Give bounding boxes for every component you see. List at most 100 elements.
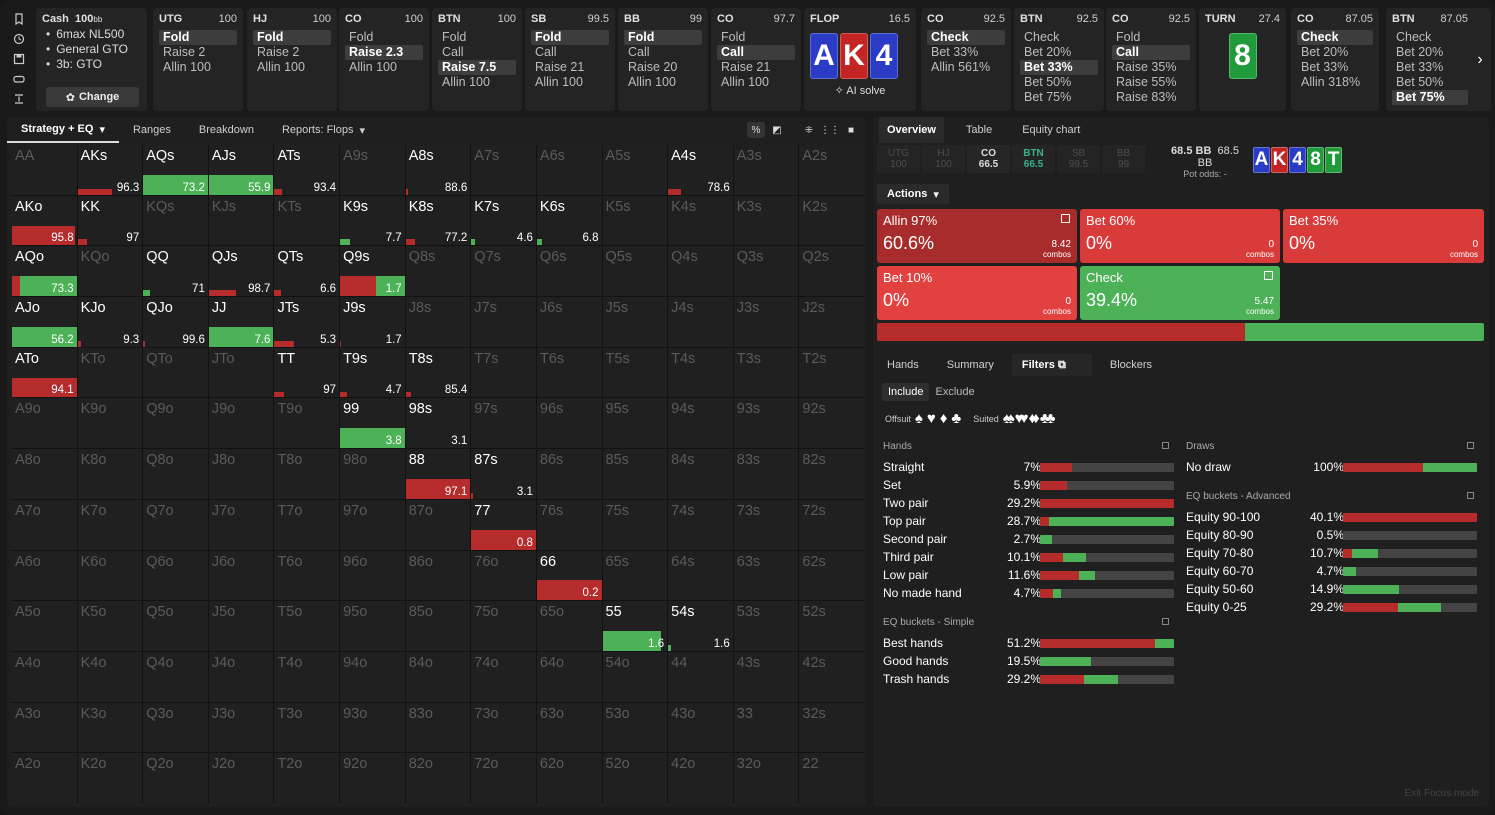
action-option[interactable]: Bet 75% [1392,90,1468,105]
hand-cell[interactable]: T6o [274,550,340,601]
hand-cell[interactable]: 3.8 99 [340,398,405,449]
actions-dropdown[interactable]: Actions ▾ [877,184,949,204]
hand-cell[interactable]: J6s [536,297,602,347]
history-icon[interactable] [12,32,26,46]
action-option[interactable]: Fold [442,30,467,44]
filter-row[interactable]: Equity 50-60 14.9% [1186,580,1477,598]
hand-cell[interactable]: A5o [12,601,77,651]
hand-cell[interactable]: 97.1 88 [405,449,471,499]
action-option[interactable]: Raise 2 [163,45,206,59]
hand-cell[interactable]: 72s [799,499,864,550]
tab-filters[interactable]: Filters ⧉ [1011,354,1092,376]
tab-strategy-eq[interactable]: Strategy + EQ ▾ [7,117,119,143]
hand-cell[interactable]: 6.8 K6s [536,195,602,246]
hand-cell[interactable]: 52o [602,753,668,803]
hand-cell[interactable]: 97s [471,398,536,449]
expand-icon[interactable] [1264,271,1273,280]
hand-cell[interactable]: K5o [77,601,143,651]
tab-blockers[interactable]: Blockers [1109,359,1153,371]
hand-cell[interactable]: J7s [471,297,536,347]
hand-cell[interactable]: AA [12,145,77,195]
hand-cell[interactable]: Q4s [668,246,733,297]
hand-cell[interactable]: A9o [12,398,77,449]
hand-cell[interactable]: Q6s [536,246,602,297]
action-history-card[interactable]: CO 97.7 Fold Call Raise 21 Allin 100 [711,8,801,111]
hand-cell[interactable]: T4s [668,347,733,398]
hand-cell[interactable]: K6o [77,550,143,601]
hand-cell[interactable]: T3o [274,702,340,753]
filter-row[interactable]: Set 5.9% [883,476,1174,494]
club-icon[interactable]: ♣ [951,410,962,427]
collapse-icon[interactable] [1467,442,1474,449]
hand-cell[interactable]: 76o [471,550,536,601]
hand-cell[interactable]: 94.1 ATo [12,347,77,398]
hand-cell[interactable]: 85.4 T8s [405,347,471,398]
tab-summary[interactable]: Summary [946,359,994,371]
hand-cell[interactable]: Q2s [799,246,864,297]
hand-cell[interactable]: 86o [405,550,471,601]
filter-row[interactable]: Equity 80-90 0.5% [1186,526,1477,544]
action-history-card[interactable]: CO 100 Fold Raise 2.3 Allin 100 [339,8,429,111]
hand-cell[interactable]: Q7o [143,499,208,550]
action-history-card[interactable]: BTN 100 Fold Call Raise 7.5 Allin 100 [432,8,522,111]
hand-cell[interactable]: 0.2 66 [536,550,602,601]
hand-cell[interactable]: T7s [471,347,536,398]
hand-cell[interactable]: K9o [77,398,143,449]
tab-table[interactable]: Table [965,124,993,136]
change-button[interactable]: ✿ Change [46,87,139,107]
action-history-card[interactable]: UTG 100 Fold Raise 2 Allin 100 [153,8,243,111]
hand-cell[interactable]: 72o [471,753,536,803]
hand-cell[interactable]: 1.6 55 [602,601,668,651]
grid-large-icon[interactable]: ⋮⋮ [820,124,840,136]
hand-cell[interactable]: Q8s [405,246,471,297]
hand-cell[interactable]: 85s [602,449,668,499]
hand-cell[interactable]: A2o [12,753,77,803]
action-option[interactable]: Fold [624,30,702,45]
filter-row[interactable]: Equity 60-70 4.7% [1186,562,1477,580]
square-icon[interactable]: ■ [847,124,855,136]
hand-cell[interactable]: Q3o [143,702,208,753]
action-option[interactable]: Allin 100 [721,75,769,89]
hand-cell[interactable]: 98.7 QJs [208,246,274,297]
hand-cell[interactable]: 32s [799,702,864,753]
hand-cell[interactable]: 85o [405,601,471,651]
hand-cell[interactable]: 95s [602,398,668,449]
hand-cell[interactable]: Q6o [143,550,208,601]
action-option[interactable]: Raise 7.5 [438,60,516,75]
hand-cell[interactable]: J5o [208,601,274,651]
next-arrow-button[interactable]: › [1469,8,1491,111]
suited-club-icon[interactable]: ♣♣ [1039,410,1056,427]
hand-cell[interactable]: 73o [471,702,536,753]
action-history-card[interactable]: SB 99.5 Fold Call Raise 21 Allin 100 [525,8,615,111]
action-option[interactable]: Bet 50% [1024,75,1072,89]
hand-cell[interactable]: T4o [274,651,340,702]
expand-icon[interactable] [1061,214,1070,223]
suited-heart-icon[interactable]: ♥♥ [1014,410,1029,427]
ai-solve-button[interactable]: ✧ AI solve [834,85,886,97]
hand-cell[interactable]: 73s [733,499,799,550]
bookmark-icon[interactable] [12,12,26,26]
hand-cell[interactable]: 88.6 A8s [405,145,471,195]
hand-cell[interactable]: 96s [536,398,602,449]
action-option[interactable]: Raise 2 [257,45,300,59]
tab-hands[interactable]: Hands [887,359,919,371]
hand-cell[interactable]: 62s [799,550,864,601]
hand-cell[interactable]: 0.8 77 [471,499,536,550]
filter-row[interactable]: Two pair 29.2% [883,494,1174,512]
hand-cell[interactable]: KJs [208,195,274,246]
tab-overview[interactable]: Overview [879,117,944,143]
hand-cell[interactable]: 83o [405,702,471,753]
hand-cell[interactable]: 65o [536,601,602,651]
action-bet-35[interactable]: Bet 35% 0% 0 combos [1283,209,1484,263]
hand-cell[interactable]: A7s [471,145,536,195]
hand-cell[interactable]: A9s [340,145,405,195]
action-option[interactable]: Allin 561% [931,60,991,74]
hand-cell[interactable]: 1.7 J9s [340,297,405,347]
hand-cell[interactable]: T2s [799,347,864,398]
grid-small-icon[interactable]: ⁜ [804,124,814,136]
hand-cell[interactable]: 73.3 AQo [12,246,77,297]
contrast-icon[interactable]: ◩ [772,124,782,136]
action-option[interactable]: Bet 20% [1396,45,1444,59]
percent-icon[interactable]: % [747,122,765,138]
hand-cell[interactable]: 93o [340,702,405,753]
